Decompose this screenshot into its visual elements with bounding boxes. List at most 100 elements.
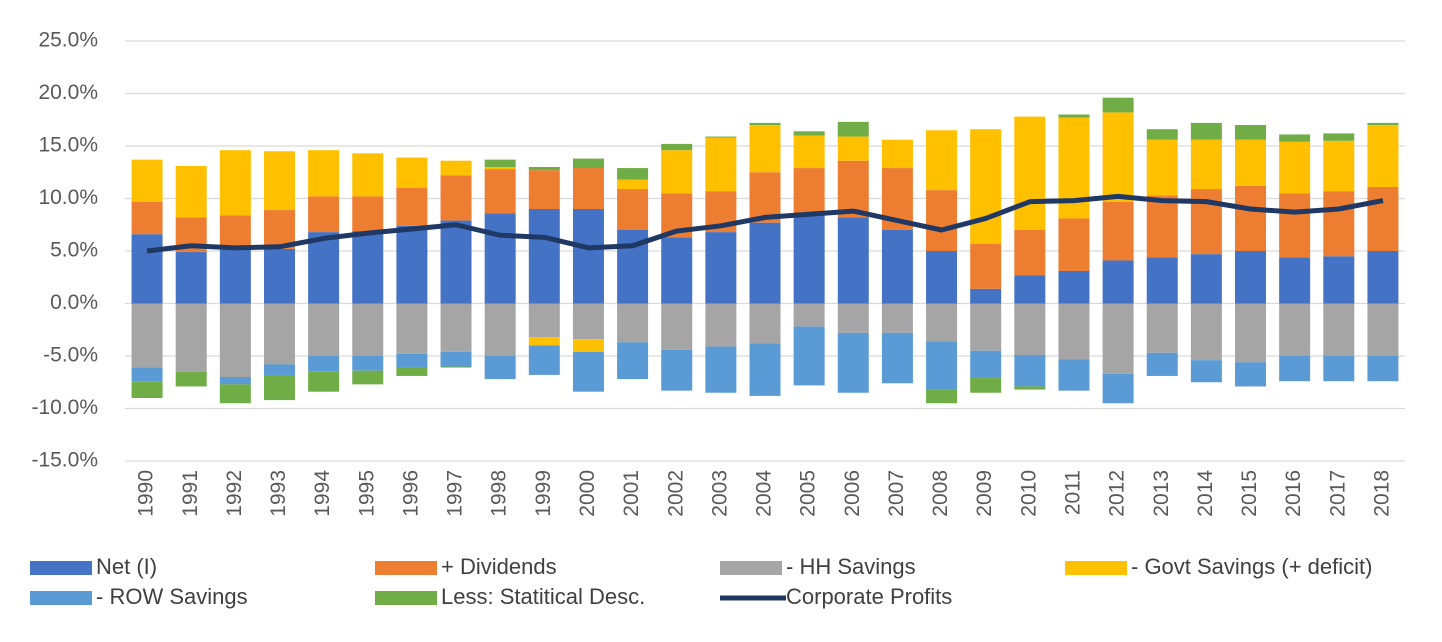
legend-swatch xyxy=(30,561,92,575)
bar-segment xyxy=(1323,356,1355,382)
legend-label: + Dividends xyxy=(441,554,557,579)
bar-segment xyxy=(1279,356,1311,382)
bar-segment xyxy=(881,303,913,333)
bar-segment xyxy=(308,196,340,233)
bar-segment xyxy=(484,169,516,214)
bar-segment xyxy=(617,179,649,190)
legend-swatch xyxy=(375,591,437,605)
y-tick-label: 20.0% xyxy=(38,81,98,104)
y-tick-label: -10.0% xyxy=(31,396,98,419)
x-tick-label: 1992 xyxy=(223,470,246,517)
bar-segment xyxy=(572,168,604,209)
y-tick-label: 5.0% xyxy=(50,239,98,262)
bar-segment xyxy=(131,159,163,202)
bar-segment xyxy=(837,136,869,161)
bar-segment xyxy=(352,231,384,304)
bar-segment xyxy=(484,356,516,380)
bar-segment xyxy=(352,303,384,356)
bar-segment xyxy=(1146,195,1178,258)
bar-segment xyxy=(926,251,958,304)
bar-segment xyxy=(1235,251,1267,304)
bar-segment xyxy=(528,345,560,375)
bar-segment xyxy=(793,131,825,136)
bar-segment xyxy=(263,151,295,211)
bar-segment xyxy=(1058,270,1090,304)
x-tick-label: 2016 xyxy=(1282,470,1305,517)
bar-segment xyxy=(1323,191,1355,257)
bar-segment xyxy=(1190,254,1222,304)
bar-segment xyxy=(1367,303,1399,356)
x-tick-label: 2001 xyxy=(620,470,643,517)
bar-segment xyxy=(396,367,428,376)
x-tick-label: 2008 xyxy=(929,470,952,517)
bar-segment xyxy=(1323,140,1355,192)
bar-segment xyxy=(352,153,384,197)
x-tick-label: 2018 xyxy=(1370,470,1393,517)
bar-segment xyxy=(793,135,825,169)
bar-segment xyxy=(1102,201,1134,261)
bar-segment xyxy=(352,196,384,232)
x-tick-label: 2014 xyxy=(1194,470,1217,517)
bar-segment xyxy=(131,367,163,382)
legend-label: - HH Savings xyxy=(786,554,916,579)
bar-segment xyxy=(308,356,340,372)
x-tick-label: 2004 xyxy=(753,470,776,517)
bar-segment xyxy=(1279,141,1311,194)
bar-segment xyxy=(926,303,958,342)
bar-segment xyxy=(881,332,913,384)
bar-segment xyxy=(175,303,207,372)
bar-segment xyxy=(926,341,958,390)
bar-segment xyxy=(572,209,604,304)
bar-segment xyxy=(396,188,428,226)
x-tick-label: 1991 xyxy=(179,470,202,517)
bar-segment xyxy=(440,351,472,367)
legend-label: - Govt Savings (+ deficit) xyxy=(1131,554,1372,579)
bar-segment xyxy=(484,167,516,170)
bar-segment xyxy=(1058,303,1090,360)
bar-segment xyxy=(1146,303,1178,353)
bar-segment xyxy=(528,170,560,209)
bar-segment xyxy=(263,364,295,376)
bar-segment xyxy=(1367,125,1399,187)
x-tick-label: 2012 xyxy=(1106,470,1129,517)
x-tick-label: 1993 xyxy=(267,470,290,517)
bar-segment xyxy=(219,303,251,377)
y-tick-label: 25.0% xyxy=(38,29,98,52)
bar-segment xyxy=(1190,189,1222,255)
bar-segment xyxy=(308,303,340,356)
y-tick-label: 10.0% xyxy=(38,186,98,209)
x-tick-label: 2015 xyxy=(1238,470,1261,517)
x-tick-label: 2010 xyxy=(1017,470,1040,517)
x-tick-label: 1997 xyxy=(444,470,467,517)
bar-segment xyxy=(970,350,1002,379)
bar-segment xyxy=(440,303,472,352)
x-tick-label: 2003 xyxy=(708,470,731,517)
bar-segment xyxy=(617,303,649,343)
bar-segment xyxy=(219,377,251,385)
bar-segment xyxy=(131,201,163,235)
bar-segment xyxy=(1102,373,1134,404)
bar-segment xyxy=(705,136,737,138)
bar-segment xyxy=(572,158,604,169)
bar-segment xyxy=(837,160,869,218)
bar-segment xyxy=(617,168,649,180)
bar-segment xyxy=(572,339,604,352)
bar-segment xyxy=(352,370,384,385)
bar-segment xyxy=(175,165,207,218)
legend-swatch xyxy=(720,561,782,575)
x-tick-label: 2009 xyxy=(973,470,996,517)
bar-segment xyxy=(1279,193,1311,258)
bar-segment xyxy=(970,378,1002,393)
bar-segment xyxy=(1235,139,1267,186)
bar-segment xyxy=(1323,303,1355,356)
bar-segment xyxy=(793,303,825,327)
y-tick-label: -15.0% xyxy=(31,449,98,472)
legend-swatch xyxy=(375,561,437,575)
bar-segment xyxy=(308,371,340,392)
bar-segment xyxy=(440,160,472,176)
bar-segment xyxy=(528,337,560,346)
bar-segment xyxy=(396,157,428,188)
bar-segment xyxy=(219,150,251,216)
legend-label: Corporate Profits xyxy=(786,584,952,609)
bar-segment xyxy=(396,353,428,368)
